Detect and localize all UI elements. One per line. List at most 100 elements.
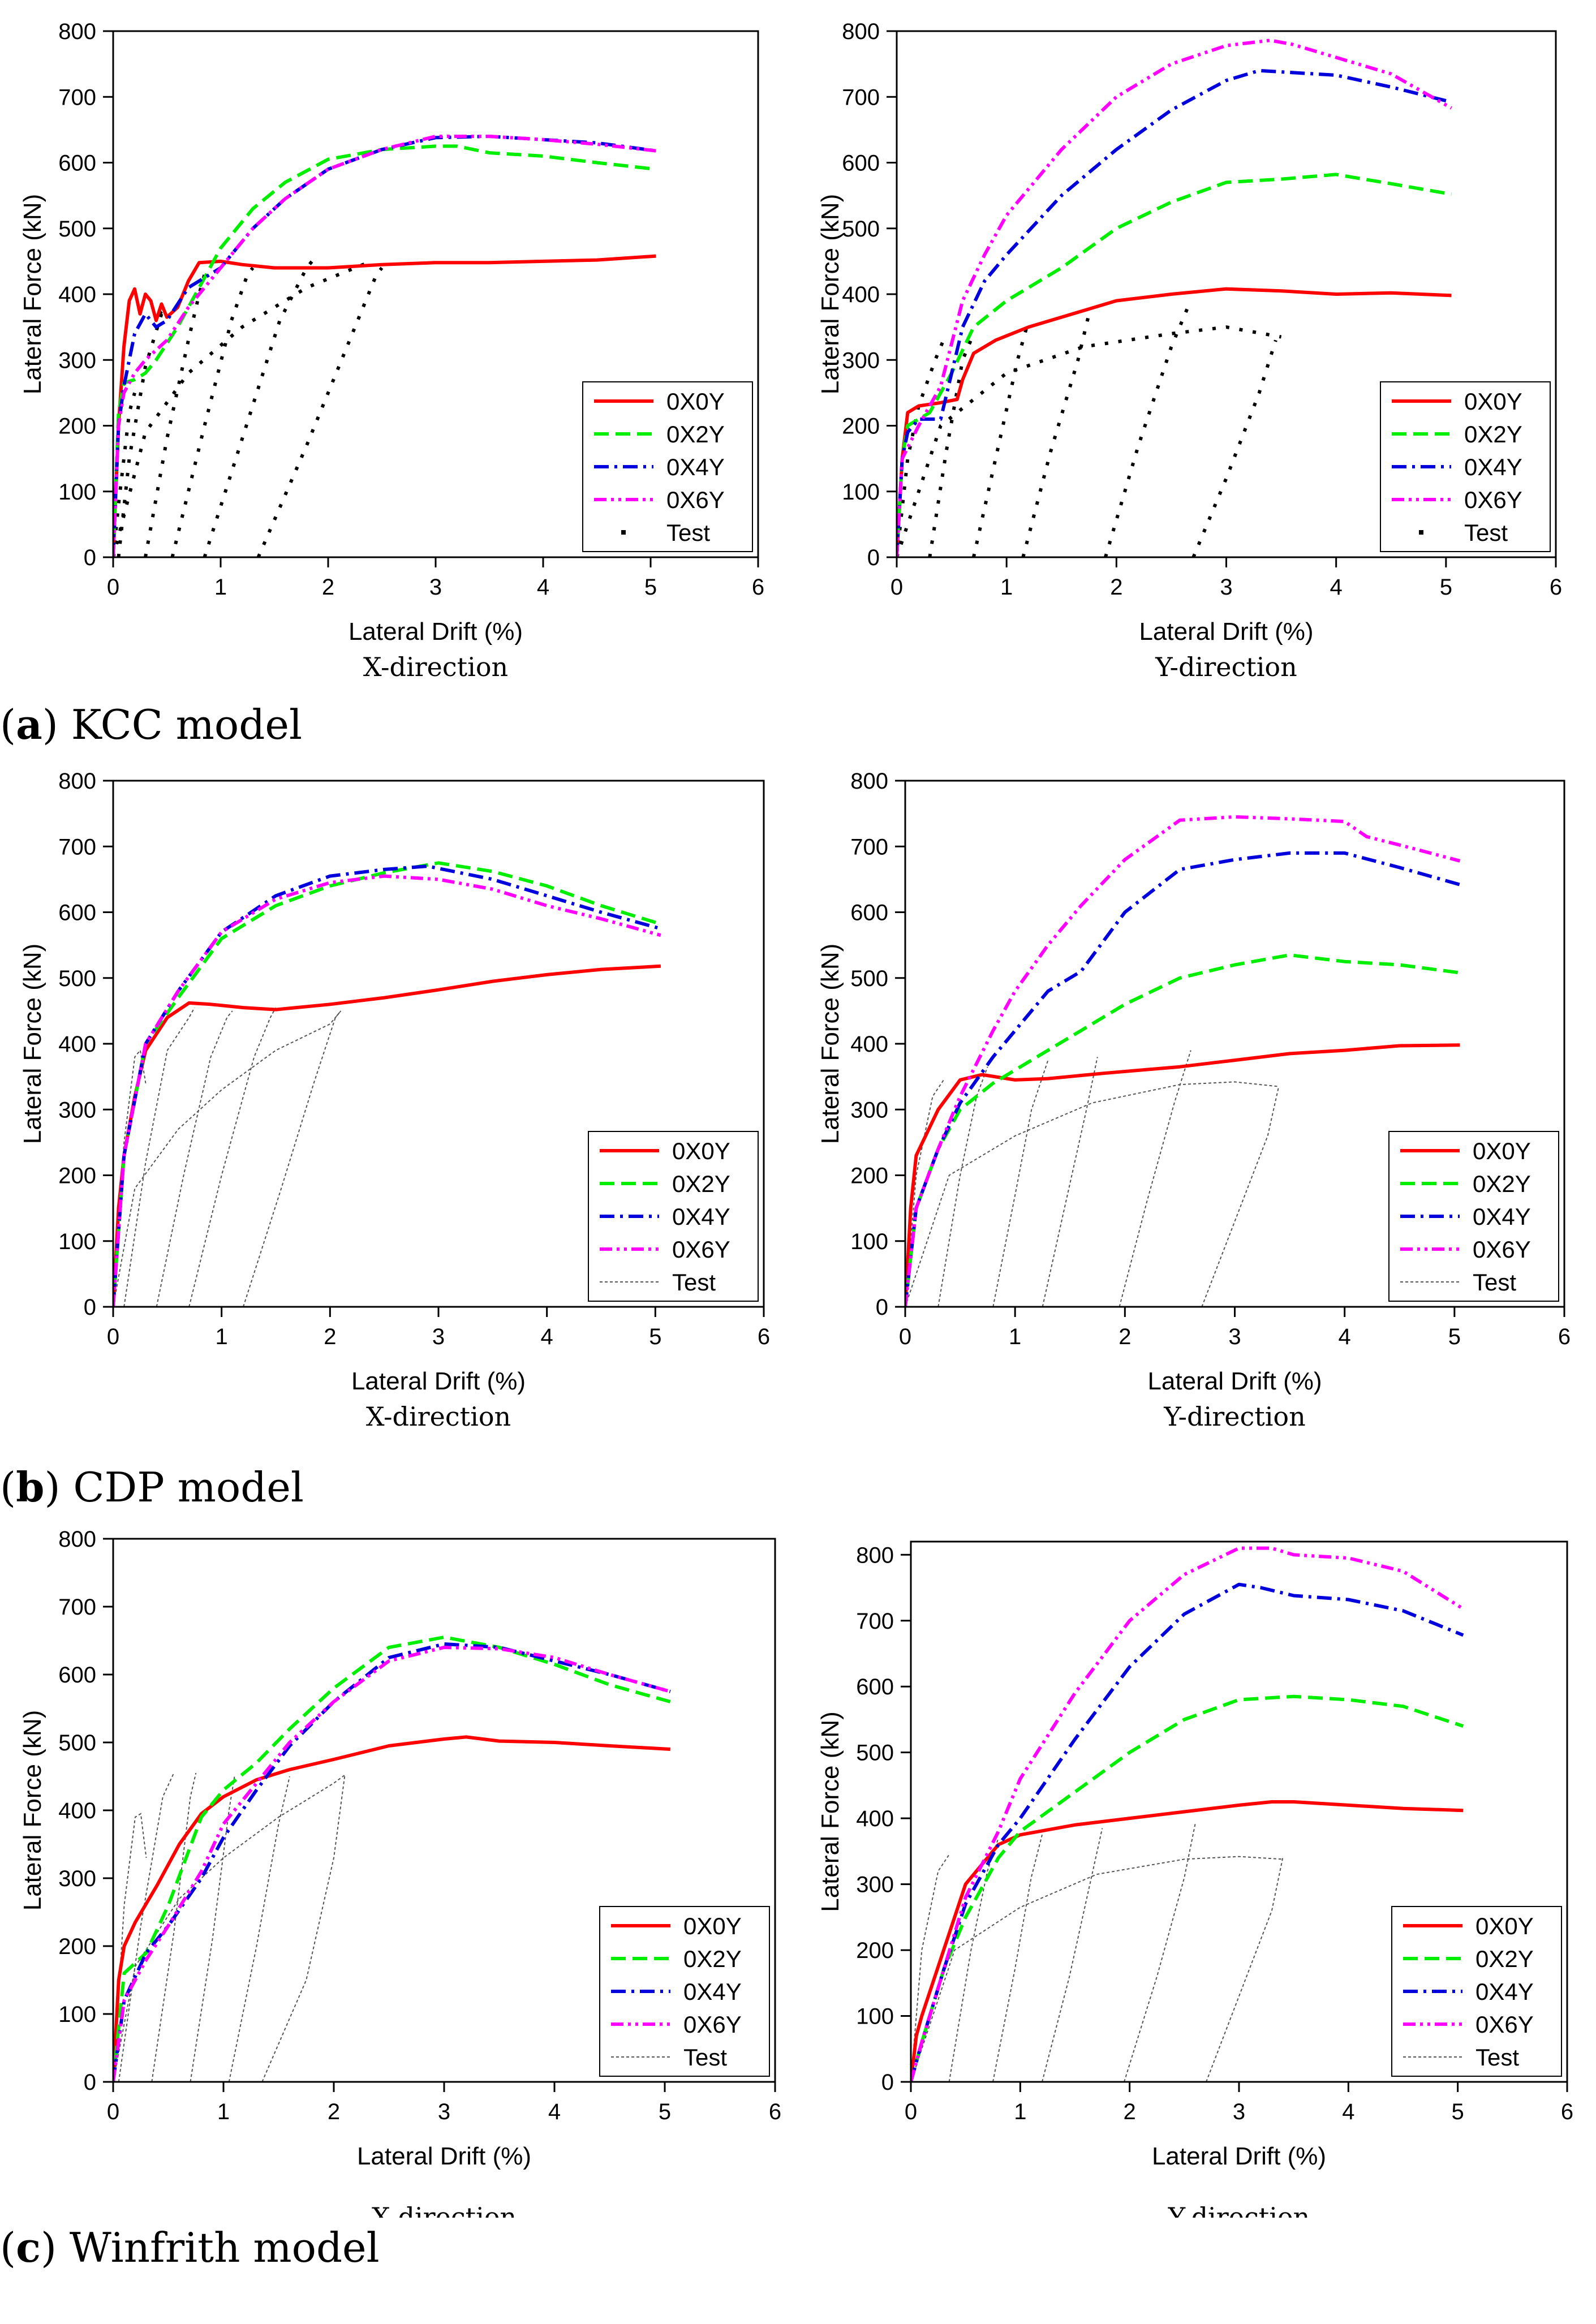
y-tick-label: 500: [58, 966, 96, 991]
y-tick-label: 300: [842, 348, 880, 373]
legend-label-0x2y: 0X2Y: [683, 1946, 742, 1972]
x-tick-label: 1: [214, 575, 227, 600]
direction-label: Y-direction: [1168, 2202, 1310, 2218]
legend-box: [599, 1906, 770, 2077]
x-tick-label: 5: [649, 1324, 661, 1349]
series-test-curve: [261, 1775, 346, 2082]
series-test-curve: [188, 1007, 277, 1307]
x-tick-label: 4: [1330, 575, 1343, 600]
chart-kcc-y-direction: 0 1 2 3 4 5 6 0 100 200 300 400 500 600 700 800 Lateral …: [816, 19, 1562, 682]
chart-cdp-x-direction: 0 1 2 3 4 5 6 0 100 200 300 400 500 600 700 800 Lateral …: [19, 769, 770, 1432]
series-test-curve: [151, 1772, 197, 2082]
x-tick-label: 3: [1228, 1324, 1241, 1349]
legend-swatch-test: [621, 530, 626, 535]
legend-label-test: Test: [1475, 2044, 1519, 2071]
y-tick-label: 600: [856, 1675, 894, 1699]
x-tick-label: 2: [324, 1324, 336, 1349]
y-tick-label: 600: [58, 151, 96, 176]
series-0x4y-line: [113, 1642, 671, 2082]
direction-label: X-direction: [366, 1401, 511, 1432]
legend-label-0x4y: 0X4Y: [672, 1203, 730, 1230]
legend-box: [582, 381, 753, 552]
x-tick-label: 1: [217, 2099, 230, 2124]
chart-cdp-y-direction: 0 1 2 3 4 5 6 0 100 200 300 400 500 600 700 800 Lateral …: [816, 769, 1571, 1432]
y-tick-label: 0: [881, 2070, 894, 2095]
y-tick-label: 0: [867, 545, 880, 570]
legend-label-0x0y: 0X0Y: [666, 388, 725, 415]
legend-label-0x6y: 0X6Y: [683, 2011, 742, 2038]
x-tick-label: 3: [438, 2099, 450, 2124]
series-test-curve: [905, 1081, 1279, 1307]
x-tick-label: 6: [1550, 575, 1562, 600]
y-tick-label: 400: [856, 1806, 894, 1831]
series-test-curve: [113, 1010, 342, 1307]
x-tick-label: 3: [432, 1324, 445, 1349]
series-0x6y-line: [897, 38, 1452, 557]
x-tick-label: 5: [1448, 1324, 1461, 1349]
legend-box: [1391, 1906, 1562, 2077]
caption-text-b: CDP model: [73, 1464, 304, 1511]
series-test-curve: [1119, 1050, 1191, 1307]
legend-label-0x2y: 0X2Y: [672, 1170, 730, 1197]
y-tick-label: 500: [842, 217, 880, 242]
series-0x6y-line: [113, 135, 656, 557]
series-test-curve: [911, 1856, 1283, 2082]
series-test-curve: [1201, 1086, 1280, 1307]
legend-label-test: Test: [1473, 1269, 1516, 1296]
x-tick-label: 0: [107, 1324, 119, 1349]
y-tick-label: 600: [58, 1663, 96, 1688]
legend-label-0x0y: 0X0Y: [683, 1913, 742, 1939]
y-tick-label: 800: [850, 769, 888, 794]
x-tick-label: 4: [1339, 1324, 1351, 1349]
y-tick-label: 700: [58, 1595, 96, 1620]
series-0x0y-line: [905, 1043, 1460, 1307]
legend-label-test: Test: [683, 2044, 727, 2071]
x-tick-label: 4: [537, 575, 549, 600]
y-tick-label: 300: [856, 1873, 894, 1897]
legend-label-test: Test: [672, 1269, 716, 1296]
series-0x2y-line: [897, 173, 1452, 557]
y-tick-label: 100: [856, 2004, 894, 2029]
x-tick-label: 1: [1000, 575, 1013, 600]
x-tick-label: 6: [1561, 2099, 1573, 2124]
legend-label-0x6y: 0X6Y: [1473, 1236, 1531, 1263]
x-tick-label: 6: [769, 2099, 781, 2124]
y-tick-label: 800: [58, 19, 96, 44]
series-0x0y-line: [113, 1735, 670, 2082]
series-test-curve: [113, 392, 136, 557]
y-axis-label: Lateral Force (kN): [816, 944, 844, 1144]
y-tick-label: 100: [58, 480, 96, 505]
y-tick-label: 400: [842, 282, 880, 307]
y-tick-label: 500: [856, 1741, 894, 1766]
y-tick-label: 300: [850, 1098, 888, 1122]
series-0x2y-line: [113, 1636, 671, 2082]
legend-label-test: Test: [666, 519, 710, 546]
x-tick-label: 6: [752, 575, 764, 600]
legend-label-0x0y: 0X0Y: [1475, 1913, 1534, 1939]
x-tick-label: 2: [1110, 575, 1122, 600]
y-tick-label: 0: [84, 2070, 96, 2095]
chart-winfrith-x-direction: 0 1 2 3 4 5 6 0 100 200 300 400 500 600 700 800 Lateral …: [19, 1527, 781, 2218]
x-axis-label: Lateral Drift (%): [1147, 1367, 1322, 1395]
x-tick-label: 3: [1220, 575, 1232, 600]
series-0x0y-line: [897, 287, 1452, 557]
legend-box: [588, 1131, 759, 1302]
y-tick-label: 100: [850, 1229, 888, 1254]
x-tick-label: 1: [216, 1324, 228, 1349]
series-test-curve: [256, 266, 384, 557]
series-test-curve: [1124, 1823, 1196, 2082]
panel-caption-a: (a) KCC model: [0, 700, 303, 748]
series-0x6y-line: [911, 1546, 1464, 2082]
series-test-curve: [156, 1010, 233, 1307]
chart-winfrith-y-direction: 0 1 2 3 4 5 6 0 100 200 300 400 500 600 700 800 Lateral …: [816, 1540, 1573, 2218]
x-axis-label: Lateral Drift (%): [357, 2142, 531, 2170]
legend-label-0x4y: 0X4Y: [666, 454, 725, 480]
y-tick-label: 300: [58, 1098, 96, 1122]
direction-label: Y-direction: [1163, 1401, 1306, 1432]
series-0x4y-line: [911, 1582, 1464, 2082]
y-tick-label: 200: [842, 414, 880, 439]
legend-label-0x2y: 0X2Y: [1475, 1946, 1534, 1972]
y-tick-label: 800: [58, 1527, 96, 1552]
legend-label-test: Test: [1464, 519, 1508, 546]
series-0x4y-line: [113, 135, 656, 557]
